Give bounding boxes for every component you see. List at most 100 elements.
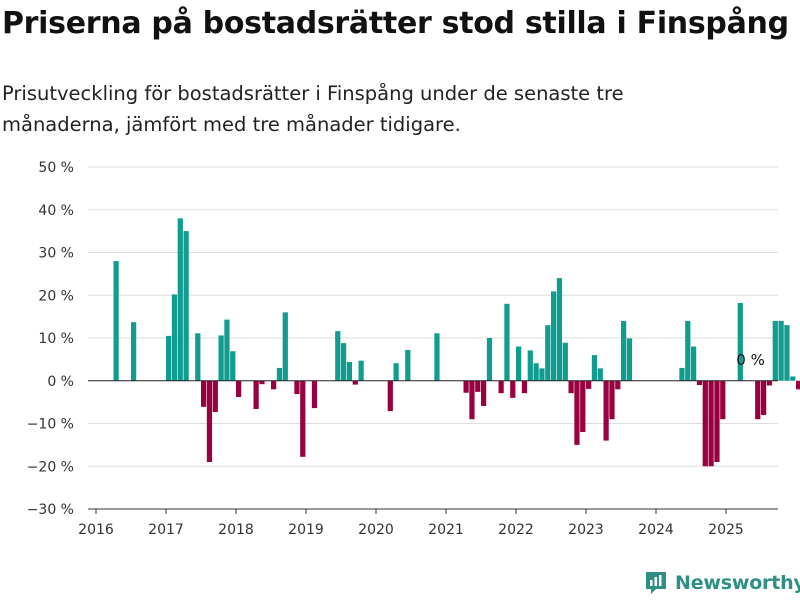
bar <box>259 380 265 385</box>
y-tick-label: −10 % <box>27 417 74 433</box>
bar <box>603 380 609 441</box>
bar <box>230 351 236 381</box>
bar <box>580 380 586 433</box>
y-tick-label: −30 % <box>27 502 74 518</box>
bar <box>539 368 545 381</box>
bar <box>761 380 767 415</box>
bar <box>790 376 796 381</box>
x-tick-label: 2020 <box>358 522 394 538</box>
gridlines <box>88 166 778 510</box>
bar <box>597 368 603 381</box>
bar <box>551 291 557 381</box>
bar <box>206 380 213 462</box>
bar <box>405 349 411 381</box>
bar <box>271 380 277 390</box>
chart-subtitle: Prisutveckling för bostadsrätter i Finsp… <box>2 82 624 136</box>
bar <box>772 320 778 381</box>
y-tick-label: 0 % <box>47 374 74 390</box>
bar <box>393 363 399 381</box>
bar <box>574 380 580 445</box>
bar <box>171 294 178 381</box>
bar <box>621 320 627 381</box>
bar <box>463 380 469 393</box>
bar <box>521 380 528 394</box>
newsworthy-brand: Newsworthy <box>643 570 800 596</box>
x-tick-label: 2025 <box>708 522 744 538</box>
bar <box>294 380 300 395</box>
bar <box>784 325 790 381</box>
x-tick-label: 2016 <box>78 522 114 538</box>
y-tick-label: 10 % <box>38 331 74 347</box>
bar <box>358 360 364 381</box>
bar <box>533 363 539 381</box>
bar <box>341 343 347 381</box>
y-tick-label: 40 % <box>38 203 74 219</box>
bar <box>685 320 691 381</box>
bar <box>796 380 800 390</box>
bar <box>475 380 481 392</box>
bar <box>236 380 242 397</box>
bar <box>481 380 487 406</box>
x-tick-label: 2019 <box>288 522 324 538</box>
bar <box>714 380 720 462</box>
bar <box>516 346 522 381</box>
bar <box>527 350 533 381</box>
annotation-label: 0 % <box>736 351 765 369</box>
x-tick-label: 2018 <box>218 522 254 538</box>
bar <box>113 261 119 381</box>
brand-name: Newsworthy <box>675 572 800 594</box>
y-axis-labels: 50 % 40 % 30 % 20 % 10 % 0 % −10 % −20 % −30 % <box>27 160 74 518</box>
x-tick-label: 2017 <box>148 522 184 538</box>
bars <box>113 218 800 467</box>
x-axis-ticks: 2016 2017 2018 2019 2020 2021 2022 2023 2024 2025 <box>78 509 744 538</box>
bar <box>545 325 551 381</box>
bar <box>276 367 283 381</box>
bar <box>679 367 685 381</box>
bar <box>562 342 568 381</box>
bar <box>166 335 172 381</box>
x-tick-label: 2021 <box>428 522 464 538</box>
annotations: 0 % <box>736 351 765 369</box>
bar <box>177 218 183 381</box>
bar <box>609 380 615 420</box>
bar <box>591 355 598 381</box>
y-tick-label: 50 % <box>38 160 74 176</box>
bar <box>131 322 137 381</box>
bar <box>183 231 189 381</box>
bar <box>755 380 761 420</box>
bar <box>201 380 207 407</box>
bar <box>253 380 259 409</box>
bar <box>691 346 697 381</box>
bar <box>737 302 743 381</box>
bar <box>224 319 230 381</box>
chart-title: Priserna på bostadsrätter stod stilla i … <box>2 6 789 41</box>
bar <box>708 380 714 467</box>
bar <box>510 380 516 398</box>
y-tick-label: −20 % <box>27 459 74 475</box>
bar <box>352 380 358 385</box>
x-tick-label: 2024 <box>638 522 674 538</box>
bar <box>311 380 318 409</box>
bar <box>702 380 708 467</box>
bar <box>568 380 574 394</box>
bar <box>586 380 592 389</box>
y-tick-label: 30 % <box>38 246 74 262</box>
y-tick-label: 20 % <box>38 288 74 304</box>
x-tick-label: 2023 <box>568 522 604 538</box>
bar <box>212 380 218 412</box>
bar <box>626 338 633 381</box>
bar <box>469 380 475 420</box>
bar <box>766 380 773 386</box>
x-tick-label: 2022 <box>498 522 534 538</box>
bar <box>434 333 440 381</box>
bar <box>335 331 341 381</box>
bar <box>486 338 493 381</box>
newsworthy-logo-icon <box>646 572 666 594</box>
bar <box>720 380 726 420</box>
bar <box>696 380 703 386</box>
bar <box>346 361 353 381</box>
bar <box>504 303 510 381</box>
bar <box>556 278 563 381</box>
bar <box>195 333 201 381</box>
